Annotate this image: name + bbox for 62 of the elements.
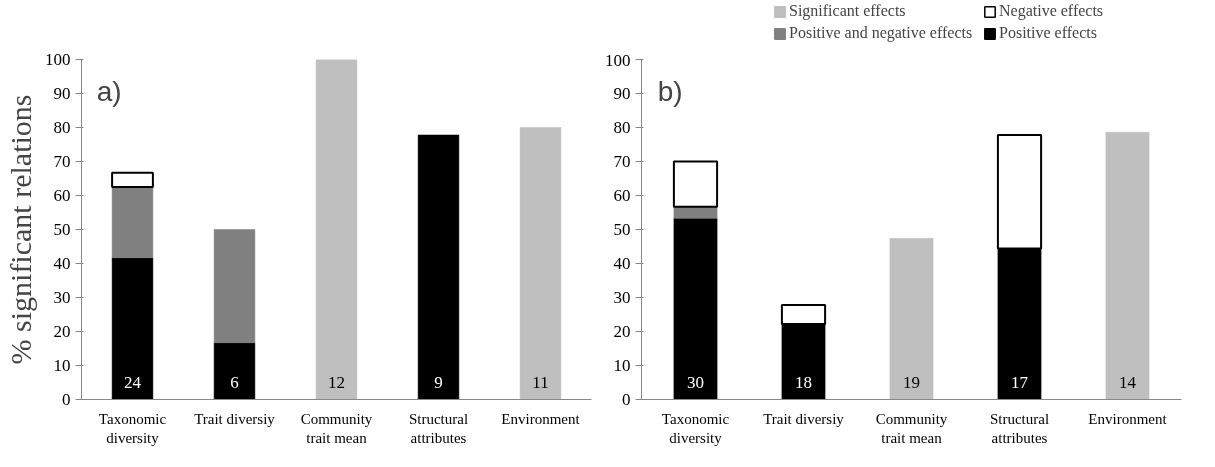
x-tick-label: Trait diversiy (763, 410, 845, 427)
bar (213, 229, 256, 343)
legend-label: Significant effects (789, 2, 907, 20)
y-tick-label: 0 (622, 390, 631, 409)
y-tick-label: 30 (613, 288, 631, 307)
x-tick-label: Community trait mean (875, 410, 948, 446)
bar (673, 206, 718, 219)
text: a) (96, 76, 122, 108)
annotation: 6 (230, 373, 239, 392)
x-tick-label: Community trait mean (300, 410, 373, 446)
annotation: 11 (532, 373, 549, 392)
annotation: 12 (328, 373, 345, 392)
y-tick-label: 60 (53, 186, 71, 205)
annotation: 17 (1011, 373, 1029, 392)
x-tick-label: Taxonomic diversity (98, 410, 167, 446)
y-tick-label: 0 (62, 390, 71, 409)
text: b) (657, 76, 683, 108)
annotation: 19 (903, 373, 920, 392)
x-tick-label: Structural attributes (408, 410, 469, 446)
y-tick-label: 30 (53, 288, 71, 307)
y-tick-label: 10 (53, 356, 71, 375)
bar (673, 218, 718, 400)
x-tick-label: Taxonomic diversity (661, 410, 730, 446)
bar (315, 59, 358, 400)
x-tick-label: Environment (501, 410, 581, 427)
bar (213, 342, 256, 400)
legend-label: Negative effects (999, 2, 1105, 20)
bar (672, 160, 719, 208)
annotation: 14 (1119, 373, 1137, 392)
annotation: 24 (124, 373, 142, 392)
y-tick-label: 100 (45, 50, 71, 69)
bar (1105, 132, 1150, 400)
legend-label: Positive and negative effects (789, 24, 974, 42)
legend-label: Positive effects (999, 24, 1098, 42)
y-tick-label: 50 (613, 220, 631, 239)
annotation: 30 (687, 373, 704, 392)
y-tick-label: 50 (53, 220, 71, 239)
bar (889, 238, 934, 400)
y-tick-label: 100 (605, 50, 631, 70)
annotation: 18 (795, 373, 812, 392)
y-tick-label: 10 (613, 356, 631, 375)
x-tick-label: Trait diversiy (194, 410, 276, 427)
y-tick-label: 40 (53, 254, 71, 273)
bar (111, 186, 154, 258)
y-tick-label: 90 (613, 84, 631, 103)
bar (111, 257, 154, 400)
bar (417, 134, 460, 400)
bar (519, 127, 562, 400)
x-tick-label: Structural attributes (989, 410, 1050, 446)
y-tick-label: 90 (53, 84, 71, 103)
y-tick-label: 70 (53, 152, 71, 171)
y-tick-label: 20 (613, 322, 631, 341)
y-tick-label: 20 (53, 322, 71, 341)
y-tick-label: 80 (53, 118, 71, 137)
y-tick-label: 80 (613, 118, 631, 137)
x-tick-label: Environment (1088, 410, 1168, 427)
y-tick-label: 70 (613, 152, 631, 171)
bar (111, 171, 154, 188)
annotation: 9 (434, 373, 443, 392)
y-tick-label: 40 (613, 254, 631, 273)
y-axis-title: % significant relations (4, 94, 37, 365)
y-tick-label: 60 (613, 186, 631, 205)
